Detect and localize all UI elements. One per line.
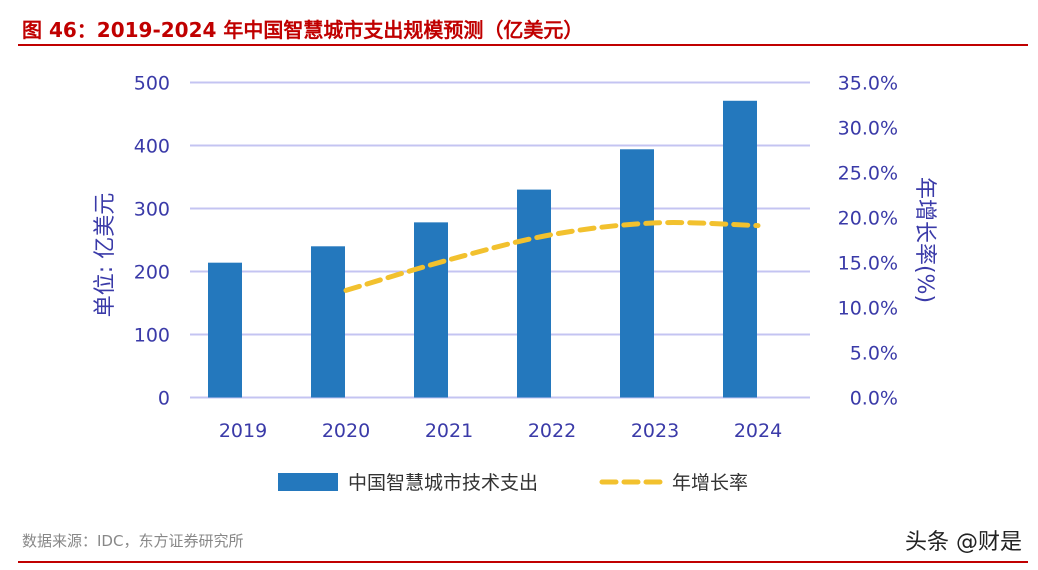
growth-rate-line <box>343 220 761 293</box>
bar-2020 <box>311 246 345 398</box>
bar-2024 <box>723 100 757 398</box>
figure-title: 图 46：2019-2024 年中国智慧城市支出规模预测（亿美元） <box>22 18 584 42</box>
x-tick-label: 2023 <box>631 420 679 442</box>
watermark: 头条 @财是 <box>905 530 1022 555</box>
bar-2022 <box>517 189 551 398</box>
y-tick-label: 300 <box>134 199 170 221</box>
y2-axis-title: 年增长率(%) <box>912 177 937 303</box>
y2-tick-label: 35.0% <box>838 73 898 95</box>
bar-2019 <box>208 262 242 398</box>
chart: 0 100 200 300 400 500 0.0% 5.0% 10.0% 15.0% 20.0% 2… <box>93 73 937 495</box>
bottom-divider <box>18 561 1028 563</box>
y2-tick-label: 30.0% <box>838 118 898 140</box>
y-tick-label: 0 <box>158 388 170 410</box>
y2-tick-label: 5.0% <box>850 343 898 365</box>
source-note: 数据来源：IDC，东方证券研究所 <box>22 532 244 550</box>
legend-line-label: 年增长率 <box>672 472 748 494</box>
y2-tick-label: 15.0% <box>838 253 898 275</box>
y-tick-label: 100 <box>134 325 170 347</box>
bar-2023 <box>620 149 654 398</box>
title-divider <box>18 44 1028 46</box>
y-tick-label: 500 <box>134 73 170 95</box>
legend-bar-label: 中国智慧城市技术支出 <box>348 472 538 494</box>
y-tick-label: 400 <box>134 136 170 158</box>
x-tick-label: 2020 <box>322 420 370 442</box>
x-tick-label: 2021 <box>425 420 473 442</box>
x-tick-label: 2022 <box>528 420 576 442</box>
y2-tick-label: 10.0% <box>838 298 898 320</box>
y-axis-title: 单位: 亿美元 <box>93 193 118 317</box>
y2-tick-label: 20.0% <box>838 208 898 230</box>
y2-tick-label: 0.0% <box>850 388 898 410</box>
x-tick-label: 2024 <box>734 420 782 442</box>
bar-2021 <box>414 222 448 398</box>
y-tick-label: 200 <box>134 262 170 284</box>
x-tick-label: 2019 <box>219 420 267 442</box>
legend-bar-swatch <box>278 473 338 491</box>
y2-tick-label: 25.0% <box>838 163 898 185</box>
